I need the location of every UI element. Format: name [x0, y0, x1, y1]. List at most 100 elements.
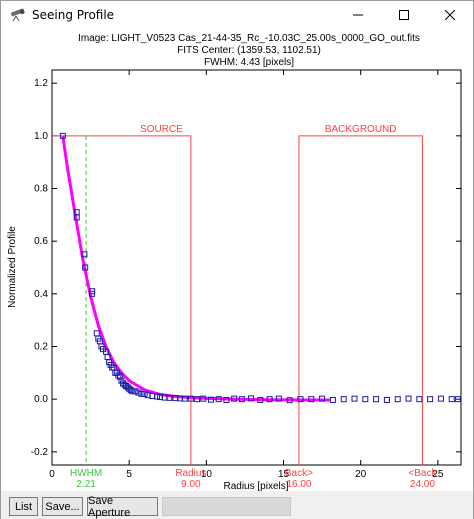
x-axis-label: Radius [pixels] [223, 481, 288, 491]
data-points-group [59, 132, 461, 404]
image-name-label: Image: LIGHT_V0523 Cas_21-44-35_Rc_-10.0… [78, 33, 420, 44]
y-tick-label: 0.8 [34, 184, 48, 195]
x-tick-label: 0 [49, 469, 55, 480]
data-point [405, 395, 412, 402]
x-tick-label: 25 [432, 469, 444, 480]
data-point [215, 396, 222, 403]
data-point [207, 396, 214, 403]
data-point [286, 397, 293, 404]
data-point [129, 388, 136, 395]
y-tick-label: 0.6 [34, 236, 48, 247]
data-point [223, 396, 230, 403]
y-tick-label: 0.0 [34, 394, 48, 405]
title-bar[interactable]: Seeing Profile [1, 1, 473, 29]
data-point [329, 396, 336, 403]
y-tick-label: -0.2 [31, 447, 49, 458]
save-button[interactable]: Save... [42, 497, 83, 516]
background-aperture-outline [298, 135, 423, 465]
data-point [73, 214, 80, 221]
aperture-overlay: SOURCE BACKGROUND [52, 124, 423, 465]
fit-curve-group [61, 135, 330, 402]
minimize-button[interactable] [335, 1, 381, 29]
y-axis-ticks: -0.2 0.0 0.2 0.4 0.6 0.8 1.0 1.2 [31, 78, 461, 458]
data-point [181, 395, 188, 402]
window-title: Seeing Profile [32, 8, 115, 22]
data-point [141, 390, 148, 397]
marker-value-label: 24.00 [410, 479, 435, 490]
data-point [308, 396, 315, 403]
x-tick-label: 5 [126, 469, 132, 480]
data-point [437, 395, 444, 402]
marker-name-label: HWHM [70, 468, 102, 479]
data-point [266, 396, 273, 403]
data-point [116, 373, 123, 380]
fit-curve [61, 135, 330, 402]
fits-center-label: FITS Center: (1359.53, 1102.51) [177, 45, 321, 56]
data-point [383, 396, 390, 403]
list-button[interactable]: List [9, 497, 38, 516]
data-point [115, 372, 122, 379]
minimize-icon [353, 14, 363, 16]
data-point [132, 388, 139, 395]
maximize-icon [399, 10, 409, 20]
data-point [231, 395, 238, 402]
plot-canvas: Image: LIGHT_V0523 Cas_21-44-35_Rc_-10.0… [7, 33, 462, 492]
maximize-button[interactable] [381, 1, 427, 29]
data-point [166, 394, 173, 401]
data-point [362, 396, 369, 403]
button-bar: List Save... Save Aperture [1, 491, 473, 519]
y-tick-label: 0.2 [34, 342, 48, 353]
x-axis-ticks: 0 5 10 15 20 25 [49, 70, 444, 480]
x-tick-label: 15 [278, 469, 290, 480]
plot-frame [51, 69, 462, 466]
data-point [373, 396, 380, 403]
source-aperture-outline [52, 135, 192, 465]
data-point [257, 396, 264, 403]
status-field [162, 497, 291, 516]
data-point [238, 396, 245, 403]
data-point [82, 264, 89, 271]
marker-name-label: Radius [175, 468, 206, 479]
save-aperture-button[interactable]: Save Aperture [87, 495, 158, 519]
y-tick-label: 1.0 [34, 131, 48, 142]
close-button[interactable] [427, 1, 473, 29]
x-tick-label: 20 [355, 469, 367, 480]
marker-name-label: <Back [408, 468, 437, 479]
data-point [454, 396, 461, 403]
data-point [248, 395, 255, 402]
telescope-icon [10, 8, 26, 22]
data-point [194, 396, 201, 403]
close-icon [445, 10, 455, 20]
source-label: SOURCE [140, 124, 183, 135]
fwhm-label: FWHM: 4.43 [pixels] [204, 57, 294, 68]
marker-value-label: 9.00 [181, 479, 201, 490]
data-point [81, 251, 88, 258]
data-point [187, 395, 194, 402]
data-point [59, 132, 66, 139]
data-point [448, 396, 455, 403]
data-point [153, 393, 160, 400]
y-tick-label: 0.4 [34, 289, 48, 300]
data-point [135, 389, 142, 396]
data-point [340, 396, 347, 403]
data-point [89, 290, 96, 297]
data-point [394, 396, 401, 403]
data-point [319, 395, 326, 402]
background-label: BACKGROUND [325, 124, 397, 135]
data-point [297, 396, 304, 403]
data-point [416, 396, 423, 403]
y-axis-label: Normalized Profile [7, 226, 18, 308]
data-point [427, 396, 434, 403]
data-point [200, 395, 207, 402]
data-point [138, 390, 145, 397]
data-point [351, 395, 358, 402]
y-tick-label: 1.2 [34, 78, 48, 89]
data-point [275, 395, 282, 402]
marker-value-label: 16.00 [286, 479, 311, 490]
marker-name-label: Back> [285, 468, 313, 479]
marker-value-label: 2.21 [76, 479, 96, 490]
seeing-profile-plot[interactable]: Image: LIGHT_V0523 Cas_21-44-35_Rc_-10.0… [1, 29, 473, 492]
x-tick-label: 10 [201, 469, 213, 480]
